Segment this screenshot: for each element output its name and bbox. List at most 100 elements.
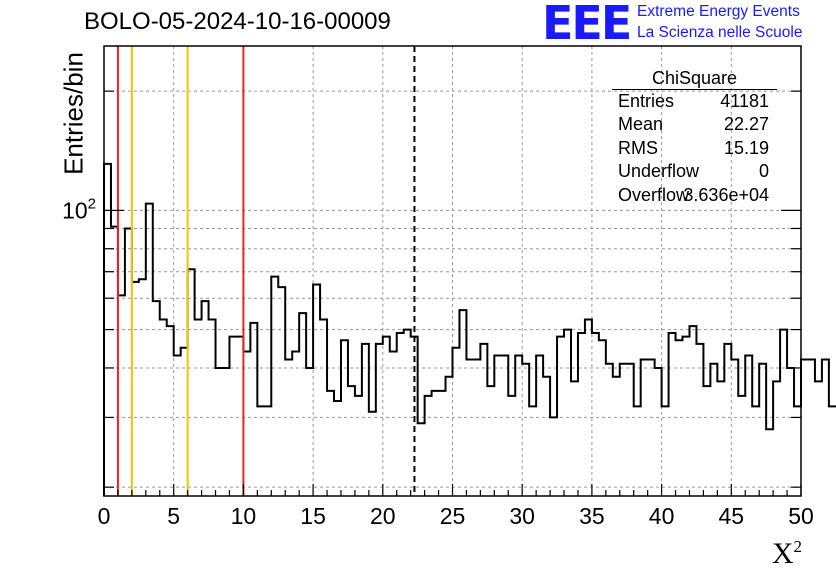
histogram-bin — [648, 360, 655, 496]
histogram-bin — [271, 277, 278, 496]
histogram-bin — [418, 423, 425, 496]
org-name-line1: Extreme Energy Events — [637, 3, 800, 20]
histogram-bin — [453, 348, 460, 496]
histogram-bin — [557, 337, 564, 496]
histogram-bin — [696, 344, 703, 496]
x-tick-label: 50 — [788, 503, 814, 529]
stats-row: RMS 15.19 — [612, 137, 777, 160]
stats-row: Overflow 3.636e+04 — [612, 184, 777, 207]
histogram-bin — [571, 381, 578, 496]
histogram-bin — [766, 429, 773, 496]
histogram-bin — [285, 360, 292, 496]
histogram-bin — [306, 368, 313, 496]
x-axis-label-sup: 2 — [793, 537, 803, 556]
histogram-bin — [738, 396, 745, 496]
x-tick-label: 15 — [300, 503, 326, 529]
histogram-bin — [425, 396, 432, 496]
stats-value: 22.27 — [723, 114, 769, 135]
histogram-bin — [299, 313, 306, 496]
histogram-bin — [243, 352, 250, 496]
histogram-bin — [341, 340, 348, 496]
histogram-bin — [466, 360, 473, 496]
histogram-bin — [132, 282, 139, 496]
histogram-bin — [146, 204, 153, 496]
x-tick-label: 5 — [167, 503, 180, 529]
histogram-bin — [257, 406, 264, 496]
histogram-bin — [473, 360, 480, 496]
histogram-bin — [334, 401, 341, 496]
histogram-bin — [229, 337, 236, 496]
histogram-bin — [278, 287, 285, 496]
histogram-bin — [634, 406, 641, 496]
histogram-bin — [327, 391, 334, 496]
histogram-bin — [292, 352, 299, 496]
histogram-bin — [160, 320, 167, 496]
histogram-bin — [459, 310, 466, 496]
histogram-bin — [118, 295, 125, 496]
histogram-bin — [264, 406, 271, 496]
x-tick-label: 25 — [440, 503, 466, 529]
histogram-bin — [683, 337, 690, 496]
histogram-bin — [348, 386, 355, 496]
stats-box: ChiSquare Entries 41181 Mean 22.27 RMS 1… — [612, 67, 777, 207]
histogram-bin — [627, 364, 634, 496]
axes: 0 5 10 15 20 25 30 35 40 45 50 102 — [62, 45, 814, 529]
histogram-bin — [153, 301, 160, 496]
x-axis-label-base: X — [771, 537, 794, 570]
histogram-bin — [522, 364, 529, 496]
histogram-bin — [655, 368, 662, 496]
histogram-bin — [543, 377, 550, 496]
stats-label: Mean — [618, 114, 664, 135]
histogram-bin — [689, 326, 696, 496]
histogram-bin — [167, 326, 174, 496]
histogram-bin — [822, 360, 829, 496]
histogram-bin — [480, 344, 487, 496]
histogram-bin — [815, 381, 822, 496]
stats-label: RMS — [618, 137, 658, 158]
histogram-bin — [578, 333, 585, 496]
stats-label: Underflow — [618, 161, 700, 182]
x-tick-label: 40 — [649, 503, 675, 529]
histogram-bin — [599, 340, 606, 496]
histogram-bin — [369, 412, 376, 496]
histogram-bin — [613, 377, 620, 496]
histogram-bin — [731, 360, 738, 496]
histogram-bin — [780, 330, 787, 496]
histogram-bin — [125, 228, 132, 496]
histogram-bin — [174, 356, 181, 496]
histogram-bin — [745, 356, 752, 496]
histogram-bin — [620, 364, 627, 496]
histogram-bin — [759, 364, 766, 496]
histogram-bin — [355, 396, 362, 496]
histogram-bin — [564, 330, 571, 496]
histogram-bin — [397, 333, 404, 496]
grid-lines — [104, 46, 801, 496]
stats-box-title: ChiSquare — [612, 67, 777, 90]
histogram-bin — [494, 356, 501, 496]
histogram-bin — [508, 396, 515, 496]
stats-row: Underflow 0 — [612, 160, 777, 183]
histogram-bin — [111, 227, 118, 496]
histogram-bin — [529, 406, 536, 496]
histogram-outline — [103, 162, 836, 496]
histogram-bin — [188, 269, 195, 496]
histogram-bin — [703, 386, 710, 496]
histogram-bin — [390, 352, 397, 496]
histogram-bin — [250, 323, 257, 496]
histogram-bin — [139, 279, 146, 496]
histogram-bin — [752, 406, 759, 496]
histogram-bin — [501, 356, 508, 496]
histogram-bin — [487, 386, 494, 496]
histogram-bin — [536, 356, 543, 496]
histogram-bin — [515, 356, 522, 496]
x-tick-label: 45 — [719, 503, 745, 529]
histogram-bin — [669, 333, 676, 496]
histogram-bins — [103, 162, 836, 496]
histogram-bin — [209, 320, 216, 496]
histogram-bin — [592, 333, 599, 496]
histogram-bin — [717, 381, 724, 496]
histogram-bin — [195, 320, 202, 496]
x-tick-label: 10 — [231, 503, 257, 529]
histogram-bin — [236, 337, 243, 496]
